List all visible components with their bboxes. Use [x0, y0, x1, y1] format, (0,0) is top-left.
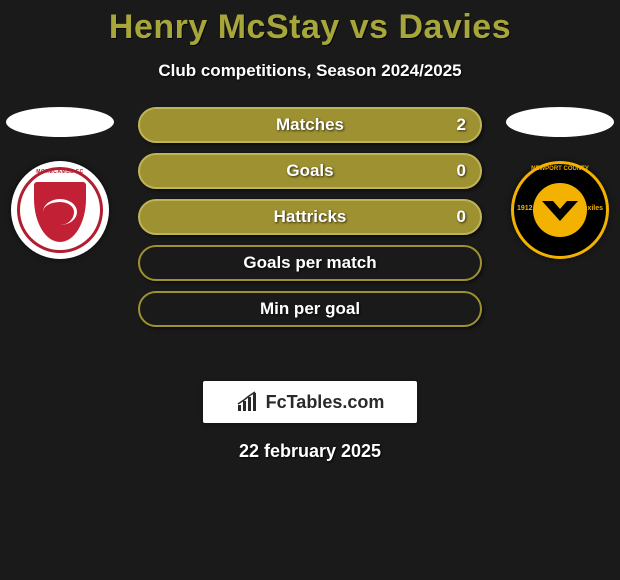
stat-row-matches: Matches 2 — [138, 107, 482, 143]
stats-table: Matches 2 Goals 0 Hattricks 0 Goals per … — [138, 107, 482, 327]
stat-label: Goals per match — [243, 253, 376, 273]
comparison-layout: MORECAMBE FC Matches 2 Goals 0 Hattricks… — [0, 107, 620, 367]
date-label: 22 february 2025 — [0, 441, 620, 462]
watermark: FcTables.com — [203, 381, 417, 423]
badge-left-text: MORECAMBE FC — [36, 169, 83, 175]
player-right-placeholder — [506, 107, 614, 137]
stat-right-value: 2 — [457, 115, 466, 135]
player-right-column: NEWPORT COUNTY 1912 exiles — [506, 107, 614, 259]
stat-label: Goals — [286, 161, 333, 181]
stat-label: Hattricks — [274, 207, 347, 227]
player-left-column: MORECAMBE FC — [6, 107, 114, 259]
subtitle: Club competitions, Season 2024/2025 — [0, 61, 620, 81]
stat-row-hattricks: Hattricks 0 — [138, 199, 482, 235]
stat-row-min-per-goal: Min per goal — [138, 291, 482, 327]
stat-right-value: 0 — [457, 207, 466, 227]
player-left-placeholder — [6, 107, 114, 137]
page-title: Henry McStay vs Davies — [0, 0, 620, 47]
watermark-text: FcTables.com — [266, 392, 385, 413]
stat-label: Min per goal — [260, 299, 360, 319]
badge-right-year: 1912 — [517, 205, 533, 212]
stat-row-goals-per-match: Goals per match — [138, 245, 482, 281]
stat-right-value: 0 — [457, 161, 466, 181]
club-badge-right: NEWPORT COUNTY 1912 exiles — [511, 161, 609, 259]
bars-icon — [236, 391, 262, 413]
club-badge-left: MORECAMBE FC — [11, 161, 109, 259]
shrimp-icon — [43, 199, 77, 225]
badge-right-text-top: NEWPORT COUNTY — [511, 166, 609, 172]
stat-label: Matches — [276, 115, 344, 135]
stat-row-goals: Goals 0 — [138, 153, 482, 189]
